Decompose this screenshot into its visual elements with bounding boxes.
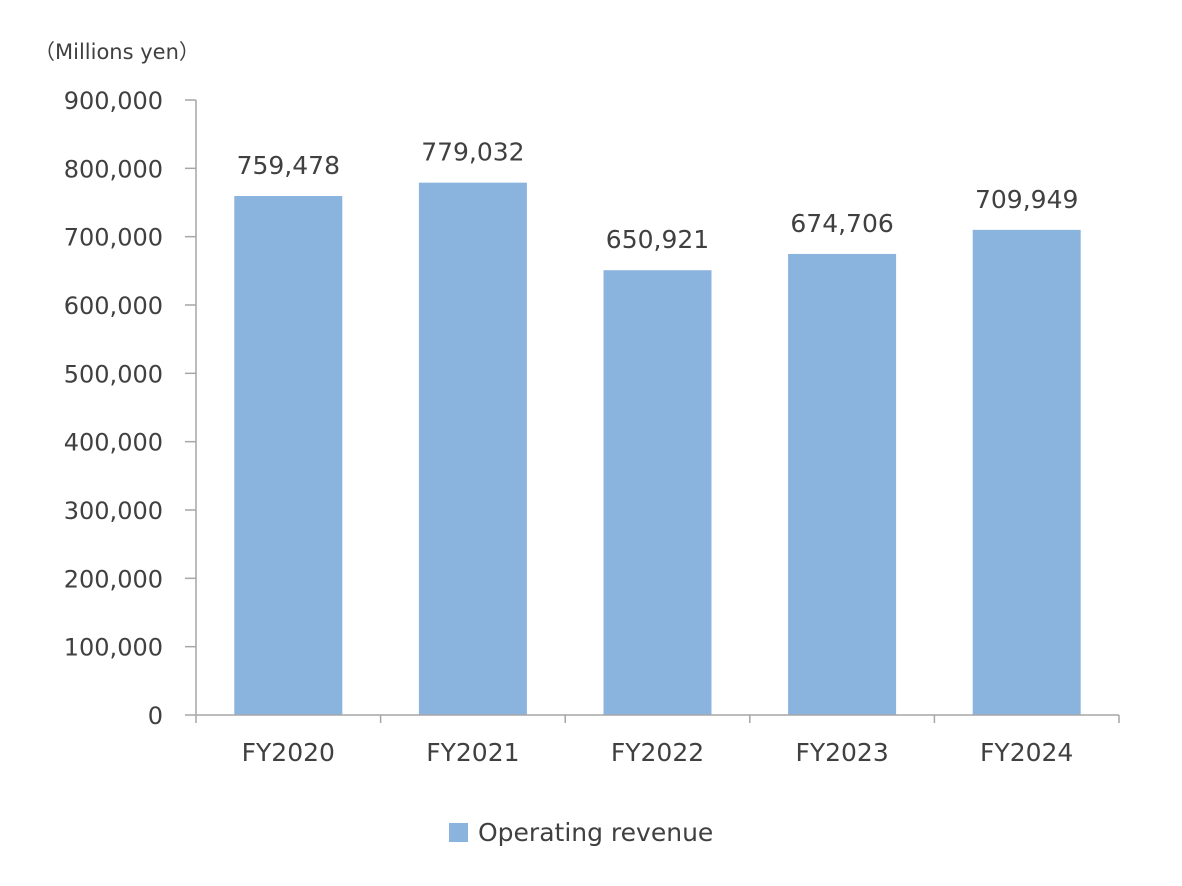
y-tick-label: 500,000	[64, 360, 163, 388]
bar-FY2021	[418, 182, 527, 715]
data-label: 674,706	[790, 209, 893, 238]
x-tick-label: FY2024	[980, 738, 1073, 767]
unit-label: （Millions yen）	[34, 40, 200, 64]
legend: Operating revenue	[449, 818, 713, 847]
y-tick-label: 0	[148, 702, 163, 730]
y-tick-label: 800,000	[64, 155, 163, 183]
data-label: 779,032	[421, 138, 524, 167]
x-tick-label: FY2023	[795, 738, 888, 767]
data-label: 709,949	[975, 185, 1078, 214]
y-tick-label: 900,000	[64, 87, 163, 115]
y-tick-label: 600,000	[64, 292, 163, 320]
bar-FY2023	[788, 253, 897, 715]
x-tick-label: FY2021	[426, 738, 519, 767]
y-tick-label: 400,000	[64, 429, 163, 457]
y-tick-label: 300,000	[64, 497, 163, 525]
bar-FY2022	[603, 270, 712, 715]
x-tick-label: FY2022	[611, 738, 704, 767]
legend-label: Operating revenue	[478, 818, 714, 847]
y-tick-label: 100,000	[64, 634, 163, 662]
bar-FY2024	[972, 229, 1081, 716]
data-label: 650,921	[606, 225, 709, 254]
legend-swatch	[449, 823, 468, 842]
data-label: 759,478	[237, 151, 340, 180]
x-tick-label: FY2020	[242, 738, 335, 767]
y-tick-label: 700,000	[64, 224, 163, 252]
bar-FY2020	[234, 196, 343, 715]
y-tick-label: 200,000	[64, 565, 163, 593]
